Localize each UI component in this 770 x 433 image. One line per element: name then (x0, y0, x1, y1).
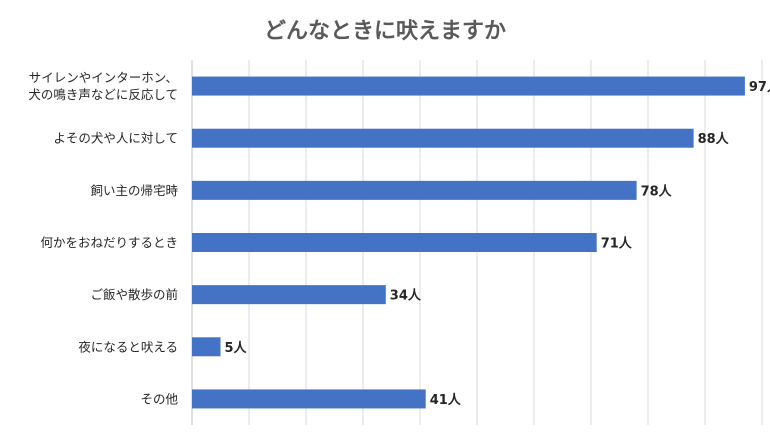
bar (192, 389, 426, 409)
category-label: よその犬や人に対して (53, 131, 178, 146)
value-labels: 97人 88人 78人 71人 34人 5人 41人 (225, 79, 770, 408)
value-label: 41人 (430, 392, 462, 408)
value-label: 88人 (698, 131, 730, 147)
bar (192, 128, 694, 148)
value-label: 5人 (225, 340, 248, 356)
bar (192, 180, 637, 200)
bar (192, 337, 221, 357)
bar (192, 285, 386, 305)
value-label: 97人 (749, 79, 770, 95)
bars (192, 76, 745, 409)
category-label: 夜になると吠える (78, 339, 178, 354)
category-label: サイレンやインターホン、 (29, 70, 178, 85)
bar (192, 76, 745, 96)
category-labels: サイレンやインターホン、犬の鳴き声などに反応してよその犬や人に対して飼い主の帰宅… (28, 70, 178, 406)
category-label: 何かをおねだりするとき (40, 235, 178, 250)
category-label: ご飯や散歩の前 (90, 287, 178, 302)
value-label: 34人 (390, 288, 422, 304)
chart-title: どんなときに吠えますか (264, 19, 506, 44)
value-label: 71人 (601, 236, 633, 252)
value-label: 78人 (641, 183, 673, 199)
category-label: 飼い主の帰宅時 (90, 183, 178, 198)
bar (192, 233, 597, 252)
category-label: 犬の鳴き声などに反応して (28, 87, 178, 102)
category-label: その他 (140, 391, 178, 406)
